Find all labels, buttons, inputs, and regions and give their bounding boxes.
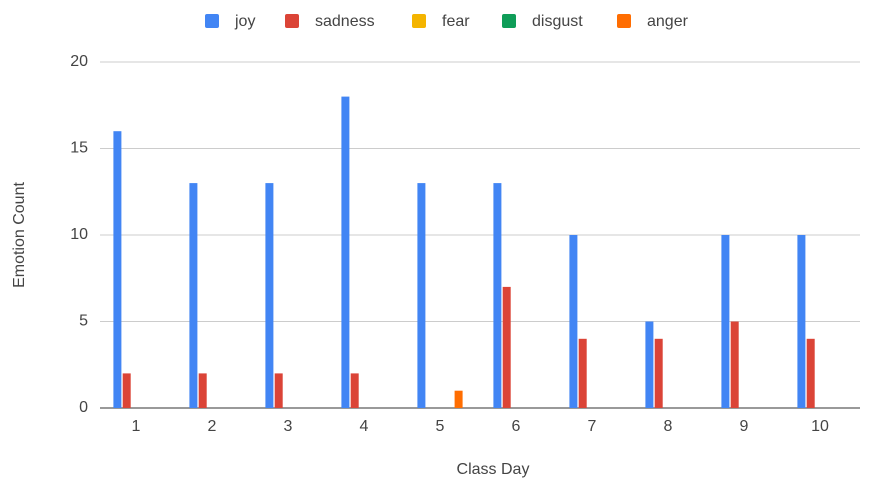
bar	[341, 96, 350, 408]
x-tick-label: 6	[512, 418, 521, 435]
legend-label: sadness	[315, 13, 375, 30]
bar	[730, 321, 739, 408]
bar	[493, 183, 502, 408]
x-tick-label: 7	[588, 418, 597, 435]
bar	[578, 338, 587, 408]
legend-swatch	[205, 14, 219, 28]
legend-label: fear	[442, 13, 470, 30]
bar	[274, 373, 283, 408]
bar	[645, 321, 654, 408]
x-tick-label: 3	[284, 418, 293, 435]
x-tick-label: 8	[664, 418, 673, 435]
y-tick-label: 0	[79, 399, 88, 416]
y-axis-label: Emotion Count	[11, 182, 28, 288]
bar	[654, 338, 663, 408]
bar	[350, 373, 359, 408]
y-tick-label: 15	[70, 140, 88, 157]
bar	[189, 183, 198, 408]
legend-swatch	[502, 14, 516, 28]
legend-swatch	[285, 14, 299, 28]
x-tick-label: 1	[132, 418, 141, 435]
bar	[122, 373, 131, 408]
bar	[806, 338, 815, 408]
bar	[417, 183, 426, 408]
x-tick-label: 9	[740, 418, 749, 435]
bar	[569, 235, 578, 408]
y-tick-label: 10	[70, 226, 88, 243]
legend-label: disgust	[532, 13, 583, 30]
y-tick-label: 5	[79, 313, 88, 330]
y-tick-label: 20	[70, 53, 88, 70]
x-axis-label: Class Day	[457, 461, 530, 478]
x-tick-label: 4	[360, 418, 369, 435]
x-tick-label: 5	[436, 418, 445, 435]
bar	[454, 390, 463, 408]
bar	[198, 373, 207, 408]
bar	[797, 235, 806, 408]
bar	[265, 183, 274, 408]
legend-swatch	[412, 14, 426, 28]
x-tick-label: 10	[811, 418, 829, 435]
x-tick-label: 2	[208, 418, 217, 435]
bar	[721, 235, 730, 408]
legend-swatch	[617, 14, 631, 28]
legend-label: anger	[647, 13, 689, 30]
legend-label: joy	[234, 13, 255, 30]
bar	[113, 131, 122, 408]
bar	[502, 286, 511, 408]
